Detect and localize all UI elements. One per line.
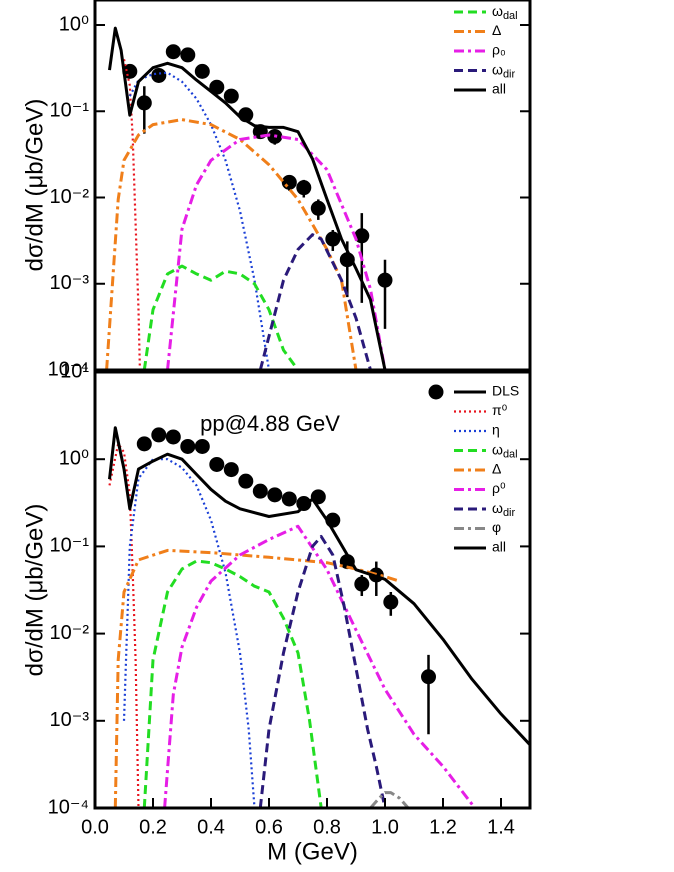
data-point [180,438,196,454]
curve [122,458,256,808]
curve [163,524,477,808]
plot-frame [93,370,532,810]
data-point [281,491,297,507]
curve [108,442,140,808]
plot-area [105,26,393,370]
x-axis-label: M (GeV) [267,838,358,865]
data-point [165,429,181,445]
y-tick-label: 10⁰ [59,13,89,35]
chart-title: pp@4.88 GeV [200,411,340,436]
y-tick-label: 10¹ [60,360,89,382]
x-tick-label: 1.4 [487,816,515,838]
legend-label: ρ⁰ [492,480,506,496]
data-point [209,456,225,472]
y-tick-label: 10⁻³ [50,709,90,731]
y-tick-label: 10⁻² [50,186,90,208]
legend-label: all [492,81,506,97]
legend-label: ρ₀ [492,42,506,58]
data-point [165,44,181,60]
data-point [252,483,268,499]
data-point [296,180,312,196]
curve [122,59,141,370]
plot-frame [93,0,532,372]
x-tick-label: 0.2 [139,816,167,838]
y-tick-label: 10⁻⁴ [48,358,89,380]
x-tick-label: 0.8 [313,816,341,838]
data-point [238,473,254,489]
data-point [377,272,393,288]
y-axis-label: dσ/dM (μb/GeV) [21,99,48,272]
y-tick-label: 10⁻¹ [50,100,90,122]
curve [105,118,358,370]
curve [142,264,300,370]
y-axis-label: dσ/dM (μb/GeV) [21,504,48,677]
curve [258,535,387,808]
data-point [136,436,152,452]
legend-label: Δ [492,22,501,38]
data-point [209,79,225,95]
data-point [194,438,210,454]
data-point [383,594,399,610]
curve [258,233,372,370]
x-tick-label: 0.4 [197,816,225,838]
plot-area [108,426,530,808]
data-point [223,462,239,478]
data-point [339,554,355,570]
legend-label: ωdir [492,500,515,519]
legend-label: DLS [492,383,519,399]
y-tick-label: 10⁻³ [50,272,90,294]
data-point [122,63,138,79]
curve [108,426,530,746]
data-point [281,174,297,190]
curve [108,26,387,370]
data-point [296,496,312,512]
y-tick-label: 10⁻¹ [50,535,90,557]
data-point [194,63,210,79]
data-point [421,669,436,685]
y-tick-label: 10⁰ [59,447,89,469]
y-tick-label: 10⁻² [50,622,90,644]
data-point [136,95,152,111]
legend-label: all [492,539,506,555]
x-tick-label: 1.0 [371,816,399,838]
data-point [310,200,326,216]
x-tick-label: 0.0 [81,816,109,838]
legend-label: ωdal [492,3,518,22]
data-point [180,47,196,63]
legend-label: η [492,422,500,438]
curve [369,791,410,808]
legend-label: π⁰ [492,402,508,418]
legend-marker [428,384,444,400]
legend-label: ωdir [492,61,515,80]
data-point [354,576,370,592]
x-tick-label: 0.6 [255,816,283,838]
data-point [267,487,283,503]
data-point [354,228,370,244]
data-point [151,67,167,83]
curve [142,559,323,808]
legend-label: Δ [492,461,501,477]
curve [113,548,400,808]
y-tick-label: 10⁻⁴ [48,796,89,818]
curve [166,133,387,370]
data-point [223,88,239,104]
x-tick-label: 1.2 [429,816,457,838]
data-point [151,427,167,443]
legend-label: φ [492,519,501,535]
data-point [325,231,341,247]
legend-label: ωdal [492,441,518,460]
